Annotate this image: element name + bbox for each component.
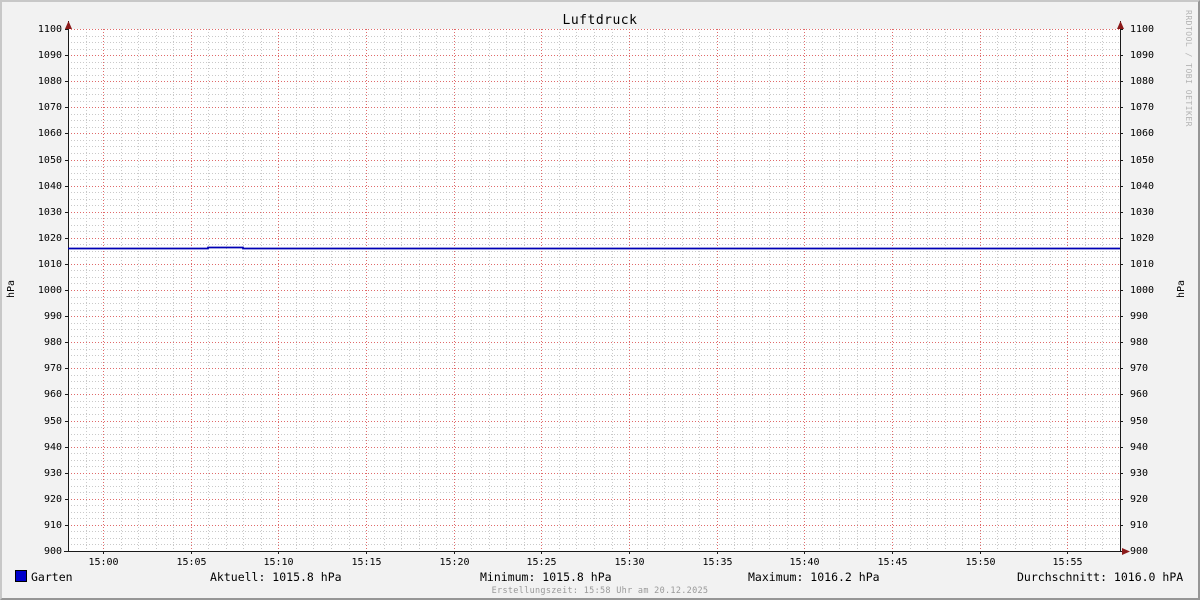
y-tick-label-right: 1090	[1130, 50, 1155, 61]
x-tick-label: 15:30	[614, 557, 645, 568]
y-tick-label-left: 900	[43, 546, 62, 557]
y-tick-label-right: 1010	[1130, 259, 1155, 270]
y-tick-label-right: 950	[1130, 416, 1149, 427]
x-tick-label: 15:50	[965, 557, 996, 568]
y-tick-label-left: 1080	[37, 76, 62, 87]
x-tick-label: 15:45	[877, 557, 908, 568]
y-tick-label-right: 960	[1130, 389, 1149, 400]
y-tick-label-right: 1050	[1130, 155, 1155, 166]
x-tick-label: 15:20	[439, 557, 470, 568]
y-tick-label-left: 1100	[37, 24, 62, 35]
y-tick-label-left: 1040	[37, 181, 62, 192]
y-tick-label-right: 990	[1130, 311, 1149, 322]
stat-aktuell: Aktuell: 1015.8 hPa	[210, 570, 342, 584]
x-tick-label: 15:25	[526, 557, 557, 568]
y-tick-label-left: 1000	[37, 285, 62, 296]
y-tick-label-left: 920	[43, 494, 62, 505]
y-tick-label-left: 1020	[37, 233, 62, 244]
y-tick-label-left: 990	[43, 311, 62, 322]
legend-series-label: Garten	[31, 570, 73, 584]
y-tick-label-left: 1050	[37, 155, 62, 166]
x-tick-label: 15:00	[88, 557, 119, 568]
legend-color-swatch	[15, 570, 27, 582]
y-tick-label-left: 1010	[37, 259, 62, 270]
y-tick-label-left: 1090	[37, 50, 62, 61]
y-axis-unit-left: hPa	[6, 279, 18, 299]
y-tick-label-right: 930	[1130, 468, 1149, 479]
y-tick-label-right: 1070	[1130, 102, 1155, 113]
y-tick-label-right: 1060	[1130, 128, 1155, 139]
y-tick-label-right: 910	[1130, 520, 1149, 531]
stat-maximum: Maximum: 1016.2 hPa	[748, 570, 880, 584]
x-tick-label: 15:35	[702, 557, 733, 568]
x-tick-label: 15:15	[351, 557, 382, 568]
y-tick-label-left: 970	[43, 363, 62, 374]
stat-durchschnitt: Durchschnitt: 1016.0 hPA	[1017, 570, 1184, 584]
y-tick-label-left: 980	[43, 337, 62, 348]
y-tick-label-right: 900	[1130, 546, 1149, 557]
y-tick-label-right: 1020	[1130, 233, 1155, 244]
y-tick-label-left: 1060	[37, 128, 62, 139]
x-tick-label: 15:40	[789, 557, 820, 568]
y-tick-label-left: 1070	[37, 102, 62, 113]
creation-time: Erstellungszeit: 15:58 Uhr am 20.12.2025	[491, 586, 709, 596]
y-tick-label-right: 1080	[1130, 76, 1155, 87]
x-tick-label: 15:05	[176, 557, 207, 568]
chart-title: Luftdruck	[562, 13, 638, 28]
y-tick-label-left: 930	[43, 468, 62, 479]
x-tick-label: 15:10	[263, 557, 294, 568]
y-tick-label-right: 920	[1130, 494, 1149, 505]
y-tick-label-right: 1000	[1130, 285, 1155, 296]
y-tick-label-left: 940	[43, 442, 62, 453]
y-tick-label-left: 910	[43, 520, 62, 531]
y-tick-label-right: 940	[1130, 442, 1149, 453]
y-tick-label-left: 960	[43, 389, 62, 400]
y-tick-label-right: 1030	[1130, 207, 1155, 218]
series-line-garten	[68, 246, 1120, 250]
watermark: RRDTOOL / TOBI OETIKER	[1184, 10, 1193, 127]
y-axis-unit-right: hPa	[1176, 279, 1188, 299]
y-tick-label-left: 1030	[37, 207, 62, 218]
x-tick-label: 15:55	[1052, 557, 1083, 568]
y-tick-label-left: 950	[43, 416, 62, 427]
y-tick-label-right: 1100	[1130, 24, 1155, 35]
y-tick-label-right: 980	[1130, 337, 1149, 348]
y-tick-label-right: 970	[1130, 363, 1149, 374]
y-tick-label-right: 1040	[1130, 181, 1155, 192]
stat-minimum: Minimum: 1015.8 hPa	[480, 570, 612, 584]
